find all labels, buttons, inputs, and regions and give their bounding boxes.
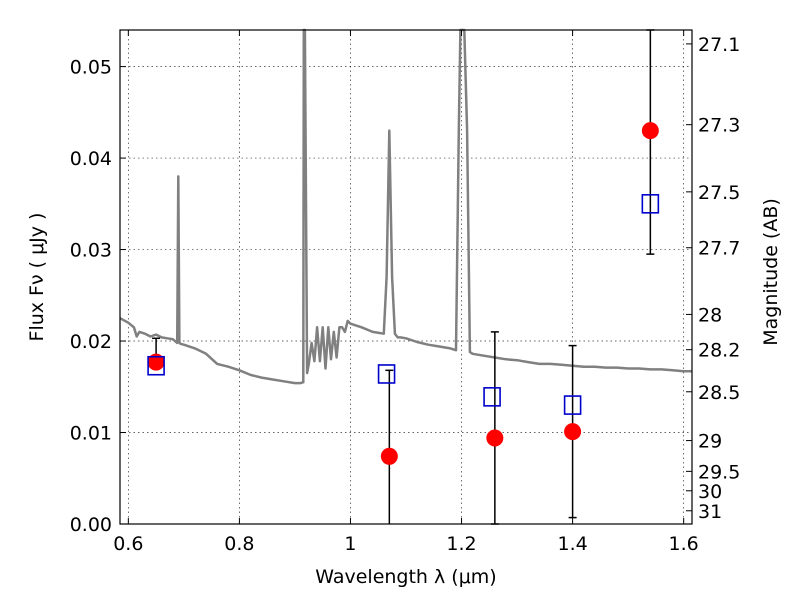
mag-tick-label: 31 bbox=[698, 501, 722, 523]
points-layer bbox=[147, 122, 660, 465]
mag-tick-label: 29.5 bbox=[698, 461, 740, 483]
x-tick-label: 1 bbox=[344, 533, 356, 555]
y-tick-label: 0.00 bbox=[70, 514, 112, 536]
observed-point bbox=[486, 429, 504, 447]
y2-axis-label: Magnitude (AB) bbox=[760, 198, 782, 346]
observed-point bbox=[641, 122, 659, 140]
spectrum-line bbox=[119, 28, 692, 385]
y-tick-label: 0.02 bbox=[70, 331, 112, 353]
model-point bbox=[483, 387, 501, 407]
spectrum-layer bbox=[119, 28, 692, 385]
mag-tick-label: 29 bbox=[698, 431, 722, 453]
mag-tick-label: 27.5 bbox=[698, 182, 740, 204]
model-point bbox=[377, 364, 396, 384]
model-point bbox=[147, 355, 165, 376]
errorbar-layer bbox=[152, 29, 655, 525]
x-tick-label: 1.2 bbox=[446, 533, 476, 555]
x-tick-label: 1.4 bbox=[557, 533, 587, 555]
tick-layer: 0.6 0.8 1 1.2 1.4 1.6 0.00 0.01 0.02 0.03 0.04 0.05… bbox=[70, 30, 740, 555]
mag-tick-label: 27.7 bbox=[698, 238, 740, 260]
mag-tick-label: 28 bbox=[698, 304, 722, 326]
model-point bbox=[641, 194, 660, 214]
x-tick-label: 0.8 bbox=[224, 533, 254, 555]
grid-lines bbox=[120, 30, 692, 525]
y-axis-label: Flux Fν ( μJy ) bbox=[26, 213, 48, 342]
mag-tick-label: 27.3 bbox=[698, 115, 740, 137]
x-tick-label: 0.6 bbox=[113, 533, 143, 555]
y-tick-label: 0.04 bbox=[70, 148, 112, 170]
x-tick-label: 1.6 bbox=[669, 533, 699, 555]
mag-tick-label: 28.5 bbox=[698, 382, 740, 404]
mag-tick-label: 30 bbox=[698, 481, 722, 503]
mag-tick-label: 27.1 bbox=[698, 34, 740, 56]
plot-frame bbox=[119, 29, 693, 525]
model-point bbox=[563, 395, 582, 415]
mag-tick-label: 28.2 bbox=[698, 340, 740, 362]
observed-point bbox=[380, 447, 398, 465]
y-tick-label: 0.01 bbox=[70, 423, 112, 445]
y-tick-label: 0.03 bbox=[70, 240, 112, 262]
x-axis-label: Wavelength λ (μm) bbox=[315, 566, 496, 588]
observed-point bbox=[564, 423, 582, 441]
y-tick-label: 0.05 bbox=[70, 57, 112, 79]
